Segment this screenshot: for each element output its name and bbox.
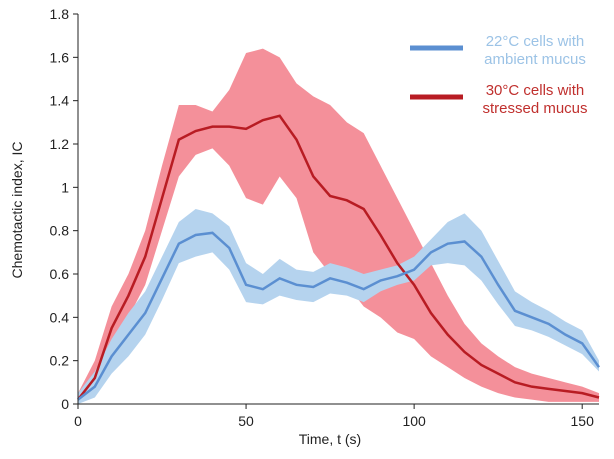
x-tick-label: 150 (571, 413, 595, 429)
legend-label: 30°C cells with stressed mucus (482, 82, 588, 117)
x-axis-label: Time, t (s) (299, 431, 361, 447)
y-tick-label: 0.2 (50, 353, 70, 369)
y-tick-label: 1.6 (50, 49, 70, 65)
x-tick-label: 100 (402, 413, 426, 429)
x-tick-label: 50 (238, 413, 254, 429)
legend-label: 22°C cells with ambient mucus (484, 33, 586, 68)
mean-line (77, 231, 601, 401)
y-tick-label: 0.6 (50, 266, 70, 282)
y-axis-label: Chemotactic index, IC (9, 142, 25, 279)
x-tick-label: 0 (74, 413, 82, 429)
y-tick-label: 1.4 (50, 93, 70, 109)
y-tick-label: 1.2 (50, 136, 70, 152)
y-tick-label: 0.4 (50, 309, 70, 325)
y-tick-label: 0.8 (50, 223, 70, 239)
y-tick-label: 1 (61, 179, 69, 195)
mean-line (77, 114, 600, 401)
confidence-band (78, 48, 599, 405)
y-tick-label: 1.8 (50, 6, 70, 22)
y-tick-label: 0 (61, 396, 69, 412)
confidence-band (78, 209, 599, 404)
